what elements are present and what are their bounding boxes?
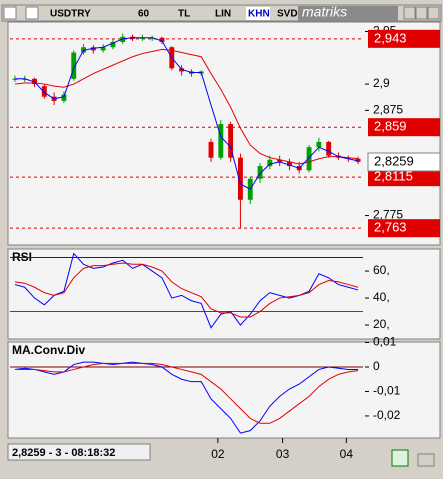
scale[interactable]: LIN bbox=[215, 9, 231, 20]
level-box bbox=[368, 118, 440, 137]
x-tick-label: 02 bbox=[211, 447, 225, 461]
candle-body bbox=[306, 147, 312, 171]
y-tick-label: -0,02 bbox=[373, 408, 401, 422]
candle-body bbox=[257, 166, 263, 179]
level-label: 2,8115 bbox=[374, 169, 413, 184]
candle-body bbox=[81, 47, 86, 53]
line bbox=[14, 37, 359, 190]
candle-body bbox=[237, 157, 243, 200]
y-tick-label: 40, bbox=[373, 290, 390, 304]
line bbox=[14, 48, 359, 165]
level-label: 2,859 bbox=[374, 119, 407, 134]
candle-body bbox=[90, 47, 96, 51]
button[interactable] bbox=[415, 6, 428, 20]
mode-bg bbox=[246, 7, 270, 20]
candle-body bbox=[159, 37, 165, 42]
candle-body bbox=[100, 47, 106, 51]
line bbox=[14, 361, 359, 434]
candle-body bbox=[277, 159, 283, 162]
y-tick-label: 0,01 bbox=[373, 335, 397, 349]
candle-body bbox=[218, 124, 224, 158]
candle-body bbox=[71, 52, 77, 79]
candle-body bbox=[355, 158, 361, 162]
status-box bbox=[7, 443, 151, 461]
candle-body bbox=[32, 78, 37, 85]
y-tick-label: 20, bbox=[373, 317, 390, 331]
candle-body bbox=[12, 78, 18, 80]
extra[interactable]: SVD bbox=[277, 9, 298, 20]
candle-body bbox=[179, 68, 185, 72]
currency[interactable]: TL bbox=[178, 9, 190, 20]
line bbox=[14, 362, 359, 424]
last-box bbox=[367, 152, 441, 172]
y-tick-label: 2,775 bbox=[373, 208, 403, 222]
button[interactable] bbox=[403, 6, 416, 20]
candle-body bbox=[61, 94, 67, 101]
candle-body bbox=[267, 159, 273, 167]
macd-panel bbox=[7, 341, 441, 439]
candle-body bbox=[228, 124, 234, 158]
candle-body bbox=[287, 161, 292, 167]
y-tick-label: 0 bbox=[373, 359, 380, 373]
mode[interactable]: KHN bbox=[248, 9, 270, 20]
candle-body bbox=[345, 157, 351, 159]
candle-body bbox=[326, 141, 332, 156]
level-label: 2,943 bbox=[374, 30, 407, 45]
x-tick-label: 04 bbox=[340, 447, 354, 461]
candle-body bbox=[41, 86, 47, 97]
x-tick-label: 03 bbox=[276, 447, 290, 461]
candle-body bbox=[110, 41, 116, 48]
status: 2,8259 - 3 - 08:18:32 bbox=[12, 447, 115, 459]
level-box bbox=[368, 168, 440, 187]
icon[interactable] bbox=[25, 6, 39, 20]
y-tick-label: 2,9 bbox=[373, 76, 390, 90]
level-box bbox=[368, 29, 440, 48]
candle-body bbox=[139, 37, 145, 39]
last-label: 2,8259 bbox=[374, 153, 414, 168]
refresh-button[interactable] bbox=[391, 449, 409, 467]
rsi-panel bbox=[7, 248, 441, 340]
brand-bg bbox=[298, 6, 398, 21]
y-tick-label: 60, bbox=[373, 263, 390, 277]
y-tick-label: -0,01 bbox=[373, 384, 401, 398]
candle-body bbox=[208, 141, 214, 158]
level-label: 2,763 bbox=[374, 220, 407, 235]
y-tick-label: 2,875 bbox=[373, 103, 403, 117]
period[interactable]: 60 bbox=[138, 9, 150, 20]
brand: matriks bbox=[302, 4, 347, 20]
panel-title: MA.Conv.Div bbox=[12, 343, 85, 357]
button[interactable] bbox=[427, 6, 440, 20]
level-box bbox=[368, 219, 440, 238]
symbol[interactable]: USDTRY bbox=[50, 9, 91, 20]
candle-body bbox=[316, 141, 322, 148]
button[interactable] bbox=[417, 453, 435, 467]
icon[interactable] bbox=[3, 6, 17, 20]
line bbox=[14, 262, 359, 318]
